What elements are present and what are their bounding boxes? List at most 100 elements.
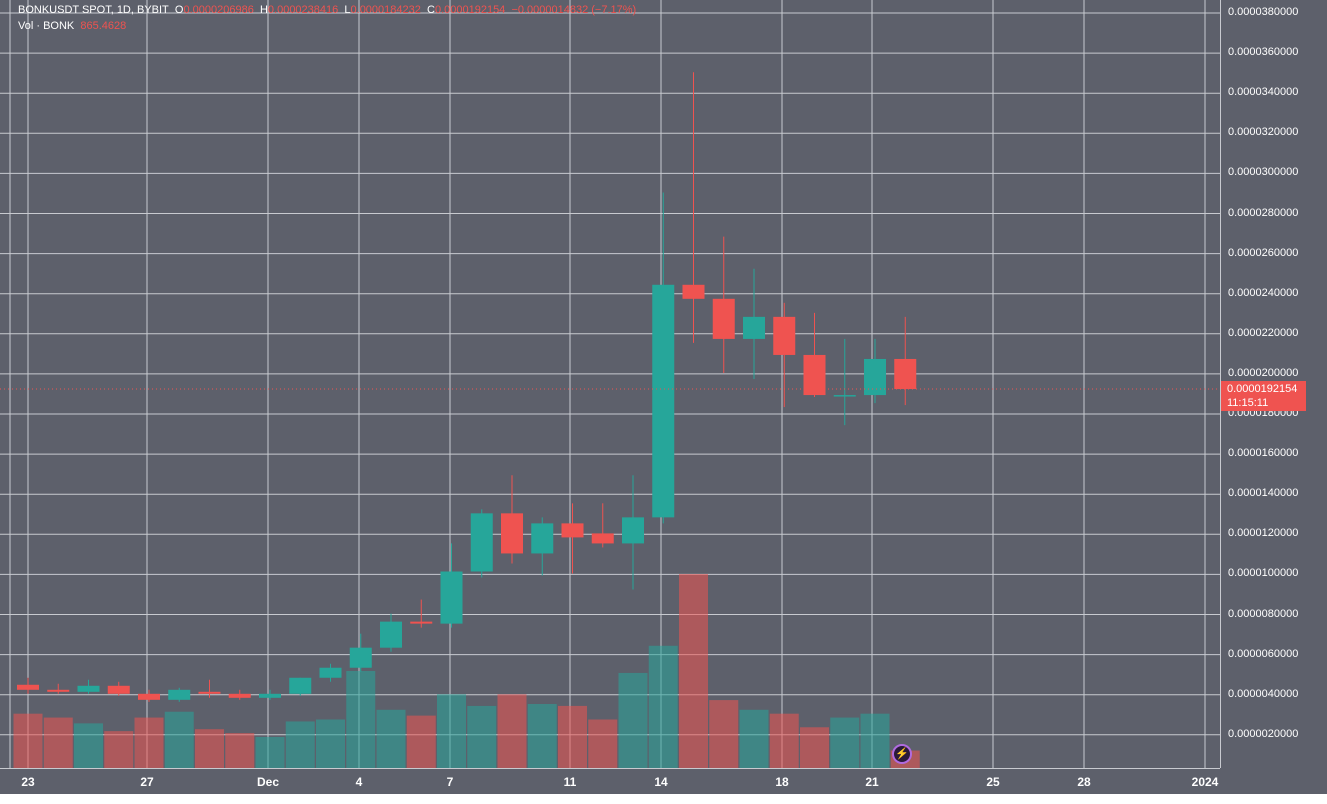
price-tick-label: 0.0000300000 — [1228, 166, 1299, 179]
bar-countdown: 11:15:11 — [1227, 397, 1269, 409]
price-tick-label: 0.0000060000 — [1228, 647, 1299, 660]
candle-body — [47, 689, 70, 692]
candle-body — [440, 571, 463, 624]
candle-body — [198, 691, 221, 694]
candle-body — [591, 533, 614, 544]
price-tick-label: 0.0000360000 — [1228, 46, 1299, 59]
price-tick-label: 0.0000120000 — [1228, 527, 1299, 540]
volume-bar — [134, 717, 164, 768]
price-tick-label: 0.0000200000 — [1228, 366, 1299, 379]
volume-bar — [346, 671, 376, 768]
candle-body — [864, 358, 886, 396]
volume-bar — [860, 713, 890, 768]
price-tick-label: 0.0000160000 — [1228, 447, 1299, 460]
volume-bar — [830, 717, 860, 768]
time-tick-label: 14 — [654, 775, 668, 789]
high-value: 0.0000238416 — [267, 4, 339, 16]
volume-bar — [709, 700, 739, 768]
volume-bar — [527, 703, 557, 768]
last-price-label: 0.0000192154 11:15:11 — [1221, 381, 1306, 411]
volume-bar — [13, 713, 43, 768]
lightning-bolt-icon[interactable]: ⚡ — [892, 744, 912, 764]
high-label: H — [259, 4, 268, 16]
chart-plot-area[interactable] — [0, 0, 1220, 768]
candle-body — [561, 523, 584, 538]
volume-value: 865.4628 — [80, 20, 127, 32]
candle-body — [349, 647, 372, 668]
volume-legend: Vol · BONK 865.4628 — [18, 20, 126, 32]
time-tick-label: 7 — [446, 775, 454, 789]
volume-bar — [739, 709, 769, 768]
low-value: 0.0000184232 — [350, 4, 421, 16]
candle-body — [410, 621, 433, 624]
candle-body — [107, 685, 130, 694]
price-tick-label: 0.0000340000 — [1228, 86, 1299, 99]
price-tick-label: 0.0000040000 — [1228, 687, 1299, 700]
volume-bars — [13, 574, 920, 768]
close-label: C — [427, 4, 435, 16]
price-tick-label: 0.0000080000 — [1228, 607, 1299, 620]
time-tick-label: 23 — [21, 775, 35, 789]
volume-bar — [376, 709, 406, 768]
candle-body — [833, 395, 856, 397]
volume-bar — [255, 736, 285, 768]
price-tick-label: 0.0000320000 — [1228, 126, 1299, 139]
candle-body — [773, 316, 796, 355]
time-tick-label: 18 — [775, 775, 789, 789]
time-tick-label: 27 — [140, 775, 154, 789]
candle-body — [803, 354, 826, 396]
price-tick-label: 0.0000380000 — [1228, 6, 1299, 18]
price-tick-label: 0.0000100000 — [1228, 567, 1299, 580]
open-label: O — [174, 4, 184, 16]
time-tick-label: 2024 — [1191, 775, 1219, 789]
price-tick-label: 0.0000220000 — [1228, 326, 1299, 339]
candle-body — [289, 677, 312, 694]
price-tick-label: 0.0000260000 — [1228, 246, 1299, 259]
change-value: −0.0000014832 (−7.17%) — [511, 4, 637, 16]
candle-body — [138, 693, 160, 700]
volume-bar — [800, 727, 829, 768]
candle-body — [380, 621, 402, 648]
volume-label[interactable]: Vol · BONK — [18, 20, 75, 32]
candle-body — [712, 298, 735, 339]
candle-body — [894, 358, 917, 390]
candle-body — [259, 693, 281, 698]
candle-body — [470, 513, 493, 572]
candle-body — [531, 523, 554, 554]
candle-body — [743, 316, 765, 339]
volume-bar — [769, 713, 799, 768]
candle-body — [682, 284, 705, 299]
grid-lines — [0, 0, 1220, 768]
low-label: L — [344, 4, 351, 16]
volume-bar — [648, 645, 678, 768]
volume-bar — [316, 719, 345, 768]
price-tick-label: 0.0000140000 — [1228, 487, 1299, 500]
close-value: 0.0000192154 — [434, 4, 506, 16]
symbol-label[interactable]: BONKUSDT SPOT, 1D, BYBIT — [18, 4, 169, 16]
ohlc-legend: BONKUSDT SPOT, 1D, BYBIT O0.0000206986 H… — [18, 4, 636, 16]
volume-bar — [558, 705, 587, 768]
volume-bar — [225, 733, 255, 768]
volume-bar — [497, 694, 527, 768]
time-axis[interactable]: 23 27 Dec 4 7 11 14 18 21 25 28 2024 — [0, 768, 1220, 795]
volume-bar — [285, 721, 315, 768]
open-value: 0.0000206986 — [183, 4, 254, 16]
time-tick-label: 25 — [986, 775, 1000, 789]
volume-bar — [588, 719, 618, 768]
volume-bar — [467, 705, 497, 768]
candle-body — [622, 517, 644, 544]
candle-body — [501, 513, 523, 554]
volume-bar — [74, 723, 103, 768]
volume-bar — [195, 729, 224, 768]
candlesticks — [17, 72, 917, 702]
bottom-strip — [0, 794, 1327, 804]
volume-bar — [618, 672, 648, 768]
candle-body — [17, 684, 39, 690]
time-tick-label: 11 — [563, 775, 577, 789]
volume-bar — [164, 711, 194, 768]
candle-body — [168, 689, 191, 700]
volume-bar — [679, 574, 708, 768]
last-price-value: 0.0000192154 — [1227, 383, 1298, 395]
price-tick-label: 0.0000020000 — [1228, 727, 1299, 740]
